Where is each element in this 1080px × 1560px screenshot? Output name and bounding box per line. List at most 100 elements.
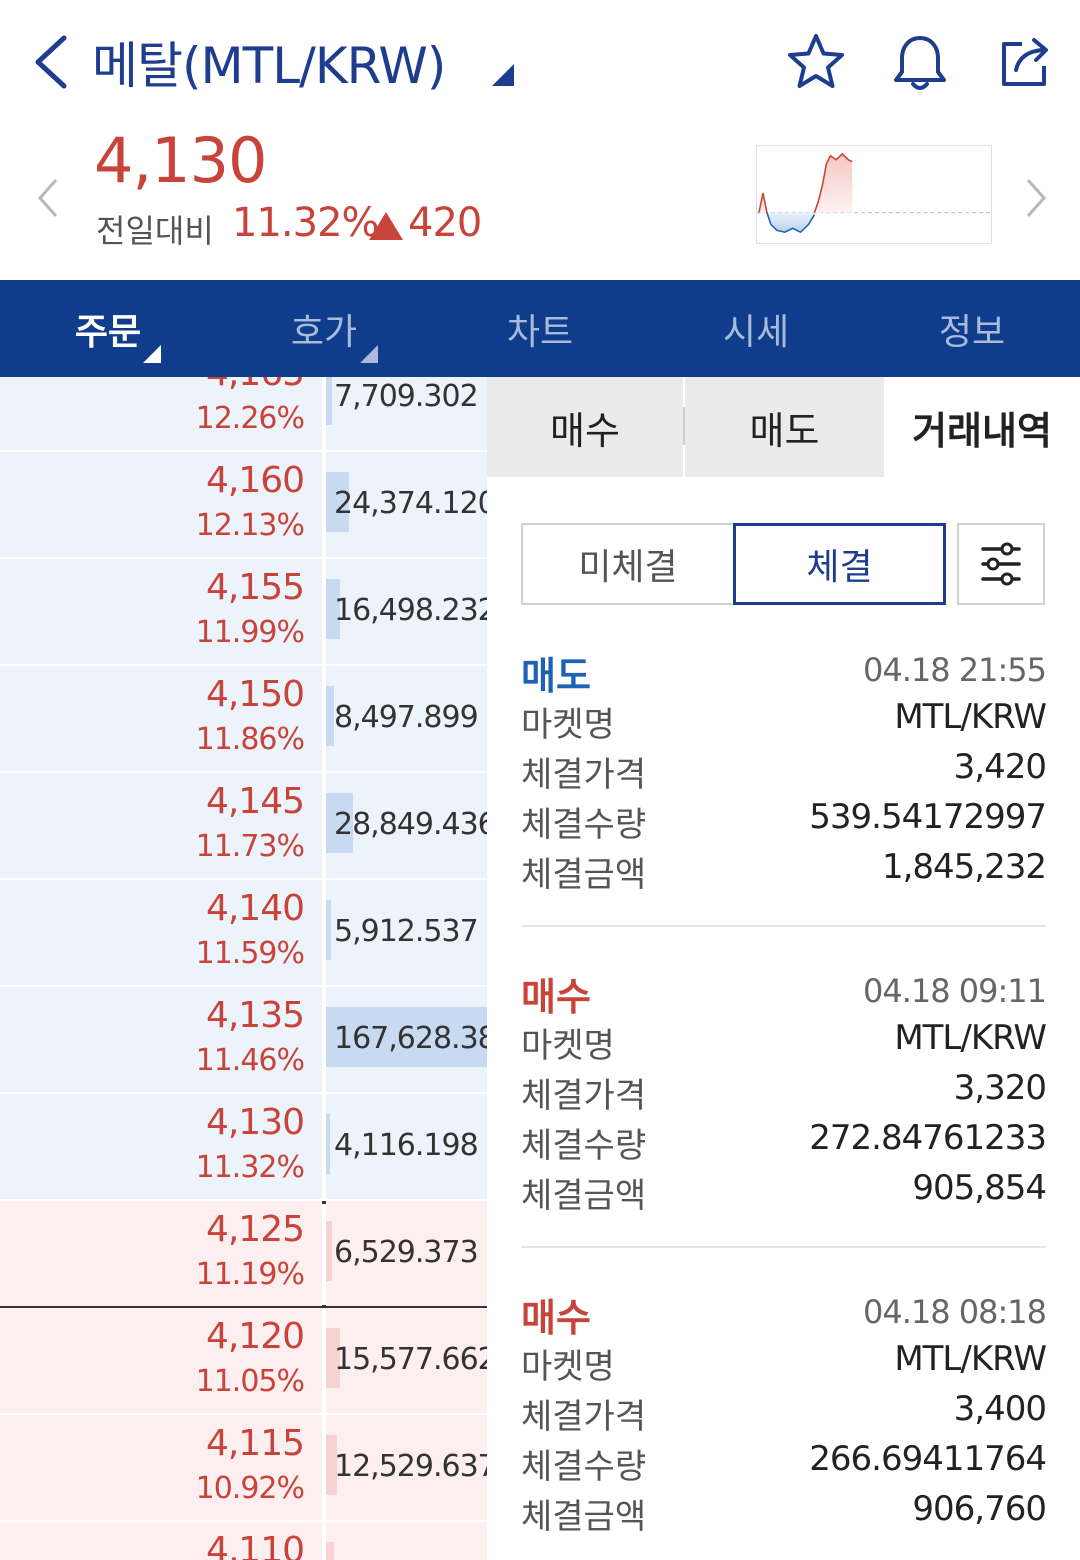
- trade-field-value: 539.54172997: [809, 797, 1047, 837]
- back-chevron-icon[interactable]: [28, 30, 78, 94]
- trade-field-label: 마켓명: [521, 1347, 615, 1387]
- orderbook-row[interactable]: 4,155 11.99% 16,498.232: [0, 559, 487, 666]
- orderbook-row[interactable]: 4,135 11.46% 167,628.383: [0, 987, 487, 1094]
- orderbook-qty-cell[interactable]: 4,116.198: [326, 1094, 487, 1199]
- orderbook-percent: 12.26%: [195, 401, 305, 436]
- trade-field-row: 체결수량 539.54172997: [521, 797, 1047, 847]
- orderbook-row[interactable]: 4,160 12.13% 24,374.120: [0, 452, 487, 559]
- trade-divider: [521, 925, 1046, 927]
- orderbook-price-cell[interactable]: 4,110: [0, 1522, 322, 1560]
- orderbook-row[interactable]: 4,130 11.32% 4,116.198: [0, 1094, 487, 1201]
- next-coin-chevron-icon[interactable]: [1022, 176, 1050, 220]
- tab-info[interactable]: 정보: [864, 280, 1080, 377]
- orderbook-qty-cell[interactable]: 6,529.373: [326, 1201, 487, 1306]
- up-triangle-icon: [369, 212, 403, 240]
- orderbook-price: 4,115: [205, 1423, 305, 1464]
- segment-filled[interactable]: 체결: [733, 523, 946, 605]
- trade-item[interactable]: 매수 04.18 09:11 마켓명 MTL/KRW 체결가격 3,320 체결수량 272.…: [521, 966, 1047, 1266]
- star-icon[interactable]: [784, 30, 848, 94]
- orderbook-price-cell[interactable]: 4,125 11.19%: [0, 1201, 322, 1306]
- trade-field-label: 체결금액: [521, 855, 647, 895]
- orderbook-percent: 10.92%: [195, 1471, 305, 1506]
- orderbook-price-cell[interactable]: 4,150 11.86%: [0, 666, 322, 771]
- filter-button[interactable]: [957, 523, 1045, 605]
- trade-item[interactable]: 매도 04.18 21:55 마켓명 MTL/KRW 체결가격 3,420 체결수량 539.…: [521, 645, 1047, 945]
- trade-field-row: 체결수량 266.69411764: [521, 1439, 1047, 1489]
- orderbook-qty-cell[interactable]: 5,912.537: [326, 880, 487, 985]
- orderbook-row[interactable]: 4,140 11.59% 5,912.537: [0, 880, 487, 987]
- subtab-buy[interactable]: 매수: [487, 377, 683, 477]
- dropdown-triangle-icon[interactable]: [492, 64, 514, 86]
- trade-field-label: 마켓명: [521, 1026, 615, 1066]
- trade-side: 매수: [521, 1296, 591, 1340]
- orderbook-qty-cell[interactable]: 16,498.232: [326, 559, 487, 664]
- orderbook-qty: 16,498.232: [334, 593, 487, 628]
- tab-chart[interactable]: 차트: [432, 280, 648, 377]
- trade-field-value: 1,845,232: [881, 847, 1047, 887]
- orderbook-row-current[interactable]: 4,125 11.19% 6,529.373: [0, 1201, 487, 1308]
- orderbook-percent: 11.19%: [195, 1257, 305, 1292]
- orderbook-price: 4,165: [206, 377, 305, 394]
- compare-label: 전일대비: [96, 212, 214, 250]
- orderbook-percent: 11.46%: [195, 1043, 305, 1078]
- orderbook-price-cell[interactable]: 4,135 11.46%: [0, 987, 322, 1092]
- bell-icon[interactable]: [888, 30, 952, 94]
- subtab-history[interactable]: 거래내역: [884, 377, 1080, 477]
- orderbook[interactable]: 4,165 12.26% 7,709.302 4,160 12.13% 24,374.12…: [0, 377, 487, 1560]
- orderbook-row[interactable]: 4,150 11.86% 8,497.899: [0, 666, 487, 773]
- trade-field-value: 905,854: [912, 1168, 1047, 1208]
- orderbook-price-cell[interactable]: 4,160 12.13%: [0, 452, 322, 557]
- orderbook-price: 4,145: [205, 781, 305, 822]
- tab-label: 호가: [290, 311, 358, 353]
- trade-field-row: 마켓명 MTL/KRW: [521, 1339, 1047, 1389]
- page-title[interactable]: 메탈(MTL/KRW): [92, 37, 446, 95]
- tab-orderbook[interactable]: 호가: [216, 280, 432, 377]
- orderbook-qty-cell[interactable]: 7,709.302: [326, 377, 487, 450]
- trade-field-value: 3,420: [953, 747, 1047, 787]
- segment-unfilled[interactable]: 미체결: [521, 523, 735, 605]
- orderbook-price-cell[interactable]: 4,140 11.59%: [0, 880, 322, 985]
- orderbook-price-cell[interactable]: 4,130 11.32%: [0, 1094, 322, 1199]
- tab-label: 주문: [74, 311, 142, 353]
- orderbook-qty: 8,497.899: [334, 700, 479, 735]
- trade-item[interactable]: 매수 04.18 08:18 마켓명 MTL/KRW 체결가격 3,400 체결수량 266.…: [521, 1287, 1047, 1560]
- mini-price-chart[interactable]: [756, 145, 992, 244]
- orderbook-percent: 11.05%: [195, 1364, 305, 1399]
- orderbook-price-cell[interactable]: 4,155 11.99%: [0, 559, 322, 664]
- qty-bar: [326, 900, 331, 960]
- orderbook-row[interactable]: 4,110: [0, 1522, 487, 1560]
- subtab-sell[interactable]: 매도: [685, 377, 884, 477]
- orderbook-percent: 11.73%: [195, 829, 305, 864]
- orderbook-price: 4,110: [205, 1530, 305, 1560]
- orderbook-qty-cell[interactable]: 8,497.899: [326, 666, 487, 771]
- trade-field-value: 3,400: [953, 1389, 1047, 1429]
- qty-bar: [326, 793, 354, 853]
- orderbook-price: 4,125: [205, 1209, 305, 1250]
- trade-field-label: 체결가격: [521, 755, 647, 795]
- orderbook-row[interactable]: 4,145 11.73% 28,849.436: [0, 773, 487, 880]
- orderbook-qty-cell[interactable]: 24,374.120: [326, 452, 487, 557]
- prev-coin-chevron-icon[interactable]: [34, 176, 62, 220]
- orderbook-row[interactable]: 4,115 10.92% 12,529.637: [0, 1415, 487, 1522]
- orderbook-qty-cell[interactable]: 12,529.637: [326, 1415, 487, 1520]
- tab-market-price[interactable]: 시세: [648, 280, 864, 377]
- share-icon[interactable]: [994, 30, 1058, 94]
- orderbook-price-cell[interactable]: 4,115 10.92%: [0, 1415, 322, 1520]
- trade-field-value: 3,320: [953, 1068, 1047, 1108]
- orderbook-price-cell[interactable]: 4,120 11.05%: [0, 1308, 322, 1413]
- orderbook-price-cell[interactable]: 4,165 12.26%: [0, 377, 322, 450]
- orderbook-qty-cell[interactable]: 167,628.383: [326, 987, 487, 1092]
- orderbook-qty-cell[interactable]: 28,849.436: [326, 773, 487, 878]
- orderbook-price-cell[interactable]: 4,145 11.73%: [0, 773, 322, 878]
- trade-field-row: 체결수량 272.84761233: [521, 1118, 1047, 1168]
- qty-bar: [326, 377, 333, 425]
- orderbook-row[interactable]: 4,165 12.26% 7,709.302: [0, 377, 487, 452]
- orderbook-qty: 12,529.637: [334, 1449, 487, 1484]
- trade-field-row: 마켓명 MTL/KRW: [521, 1018, 1047, 1068]
- orderbook-qty-cell[interactable]: 15,577.662: [326, 1308, 487, 1413]
- tab-order[interactable]: 주문: [0, 280, 216, 377]
- sliders-icon: [981, 542, 1021, 586]
- orderbook-qty-cell[interactable]: [326, 1522, 487, 1560]
- trade-field-row: 체결가격 3,320: [521, 1068, 1047, 1118]
- orderbook-row[interactable]: 4,120 11.05% 15,577.662: [0, 1308, 487, 1415]
